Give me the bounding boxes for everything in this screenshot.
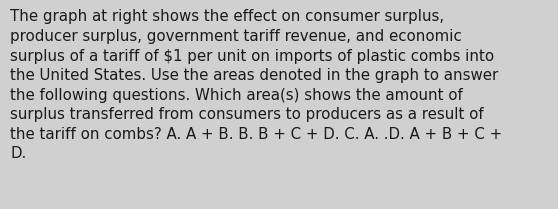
Text: The graph at right shows the effect on consumer surplus,
producer surplus, gover: The graph at right shows the effect on c…	[10, 9, 502, 161]
